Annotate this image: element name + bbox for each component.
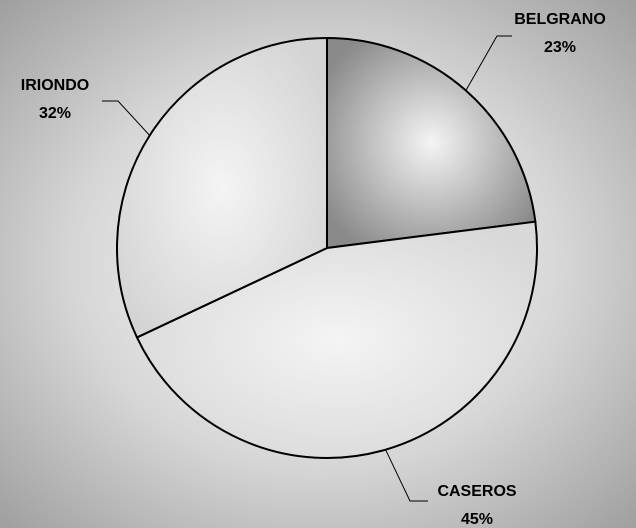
leader-line — [102, 100, 151, 136]
slice-label: CASEROS — [437, 483, 516, 500]
slice-label: IRIONDO — [21, 77, 89, 94]
leader-line — [465, 35, 512, 91]
value-label: 32% — [39, 105, 71, 122]
value-label: 45% — [461, 511, 493, 528]
slice-label: BELGRANO — [514, 11, 606, 28]
leader-line — [385, 449, 428, 502]
pie-slice — [326, 36, 537, 250]
value-label: 23% — [544, 39, 576, 56]
pie-slice — [116, 36, 328, 339]
